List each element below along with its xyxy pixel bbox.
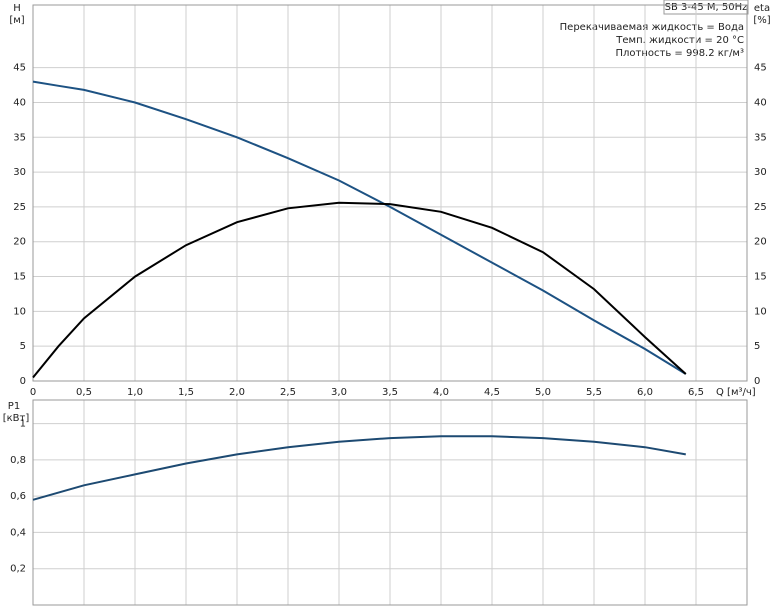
curve <box>32 435 686 501</box>
x-label: Q [м³/ч] <box>716 387 756 398</box>
y-tick-label: 10 <box>13 306 26 317</box>
x-tick-label: 1,5 <box>178 387 194 398</box>
y-tick-label: 15 <box>13 272 26 283</box>
y2-tick-label: 15 <box>754 272 767 283</box>
y-tick-label: 40 <box>13 97 26 108</box>
y2-tick-label: 45 <box>754 63 767 74</box>
x-tick-label: 6,0 <box>637 387 653 398</box>
y-unit: [м] <box>9 15 24 26</box>
y-tick-label: 25 <box>13 202 26 213</box>
y2-tick-label: 10 <box>754 306 767 317</box>
y-label: H <box>13 3 21 14</box>
annotation: Плотность = 998.2 кг/м³ <box>616 48 745 59</box>
y2-tick-label: 5 <box>754 341 760 352</box>
y2-tick-label: 0 <box>754 376 760 387</box>
annotation: Перекачиваемая жидкость = Вода <box>560 22 744 33</box>
y2-tick-label: 40 <box>754 97 767 108</box>
plot-frame <box>32 399 748 606</box>
y2-tick-label: 35 <box>754 132 767 143</box>
y-tick-label: 5 <box>20 341 26 352</box>
y2-unit: [%] <box>753 15 770 26</box>
y-tick-label: 0 <box>20 376 26 387</box>
chart-title: SB 3-45 M, 50Hz <box>665 2 748 13</box>
x-tick-label: 2,5 <box>280 387 296 398</box>
x-tick-label: 0,5 <box>76 387 92 398</box>
annotation: Темп. жидкости = 20 °C <box>615 35 744 46</box>
plot-frame <box>32 4 748 382</box>
y-tick-label: 45 <box>13 63 26 74</box>
x-tick-label: 4,0 <box>433 387 449 398</box>
curve <box>32 201 687 379</box>
x-tick-label: 3,0 <box>331 387 347 398</box>
y-tick-label: 35 <box>13 132 26 143</box>
y-label: P1 <box>8 401 20 412</box>
y-tick-label: 0,8 <box>10 455 26 466</box>
y2-tick-label: 25 <box>754 202 767 213</box>
y-tick-label: 30 <box>13 167 26 178</box>
y-tick-label: 20 <box>13 237 26 248</box>
curve <box>32 80 687 375</box>
x-tick-label: 0 <box>30 387 36 398</box>
x-tick-label: 5,0 <box>535 387 551 398</box>
title-box <box>663 0 749 15</box>
x-tick-label: 1,0 <box>127 387 143 398</box>
y-tick-label: 1 <box>20 419 26 430</box>
x-tick-label: 3,5 <box>382 387 398 398</box>
y-tick-label: 0,2 <box>10 564 26 575</box>
x-tick-label: 4,5 <box>484 387 500 398</box>
y2-tick-label: 20 <box>754 237 767 248</box>
y-unit: [кВт] <box>3 413 30 424</box>
x-tick-label: 6,5 <box>688 387 704 398</box>
y2-tick-label: 30 <box>754 167 767 178</box>
x-tick-label: 2,0 <box>229 387 245 398</box>
x-tick-label: 5,5 <box>586 387 602 398</box>
y2-label: eta <box>754 3 770 14</box>
y-tick-label: 0,4 <box>10 527 26 538</box>
y-tick-label: 0,6 <box>10 491 26 502</box>
